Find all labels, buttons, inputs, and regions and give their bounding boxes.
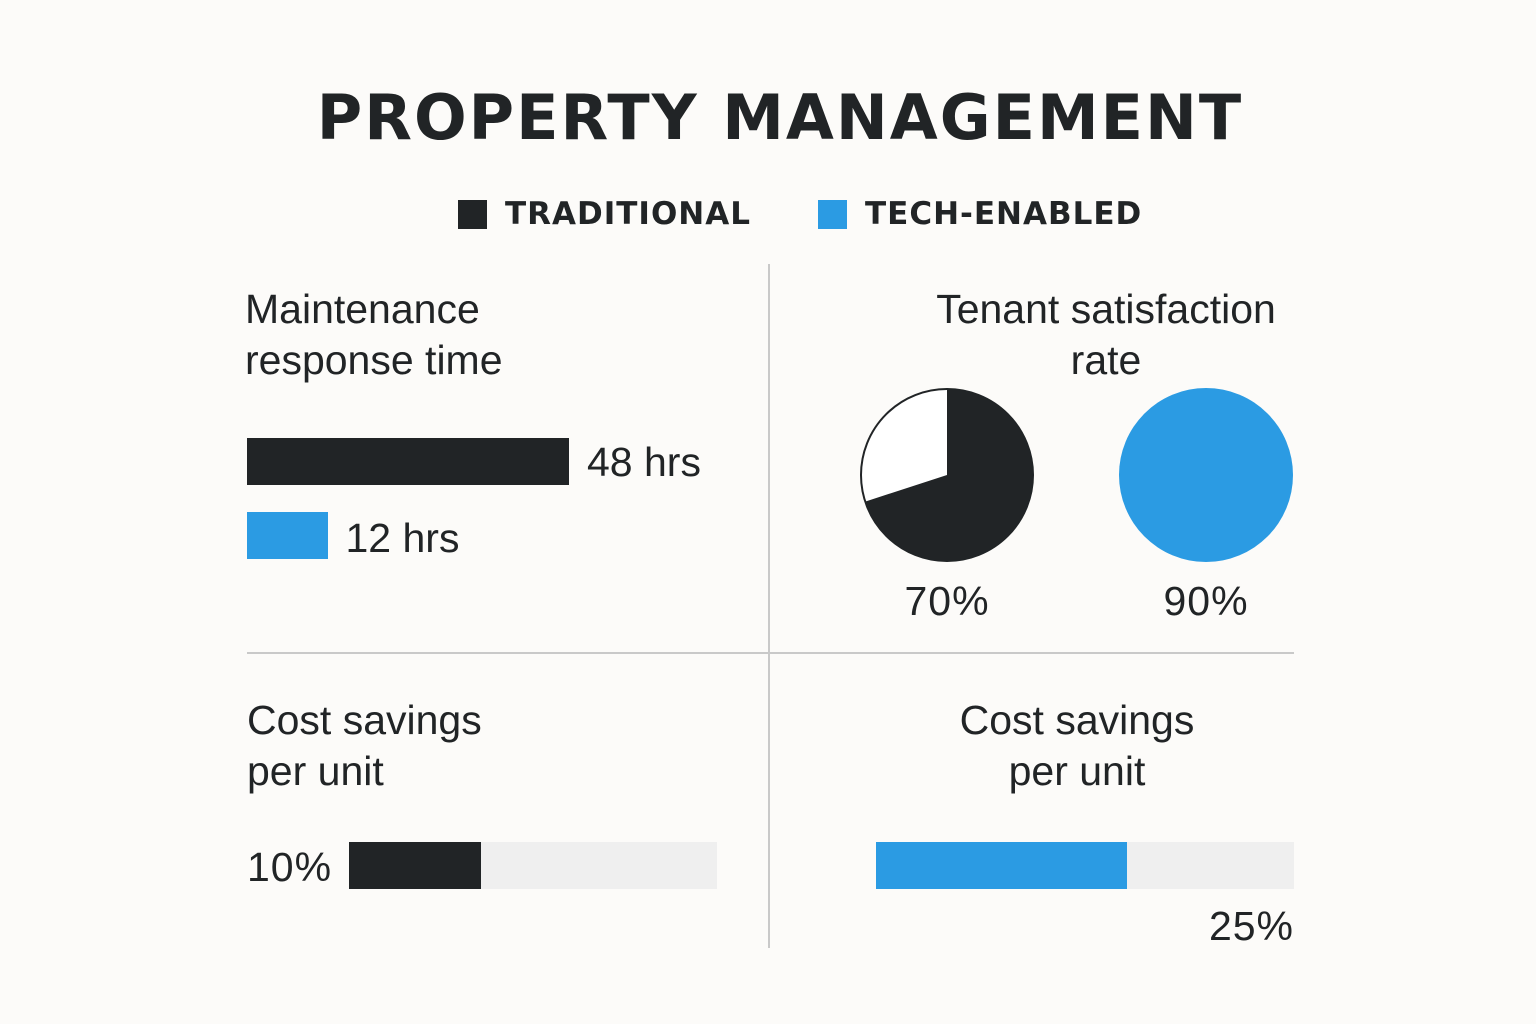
maintenance-title-line-1: Maintenance [245, 286, 480, 332]
maintenance-panel-title: Maintenance response time [245, 284, 503, 386]
cost-savings-track-traditional [349, 842, 717, 889]
cost-savings-traditional-title-line-1: Cost savings [247, 697, 482, 743]
chart-title: PROPERTY MANAGEMENT [316, 81, 1244, 154]
response-label-traditional: 48 hrs [587, 439, 701, 485]
cost-savings-traditional-title-line-2: per unit [247, 748, 384, 794]
response-bar-traditional [247, 438, 569, 485]
satisfaction-label-traditional: 70% [904, 578, 990, 624]
pie-slice-traditional [865, 389, 1033, 561]
satisfaction-title-line-2: rate [1070, 337, 1142, 383]
cost-savings-bar-tech-enabled [876, 842, 1127, 889]
satisfaction-label-tech-enabled: 90% [1163, 578, 1249, 624]
quadrant-divider-horizontal [247, 652, 1294, 654]
cost-savings-tech-title-line-1: Cost savings [959, 697, 1195, 743]
response-label-tech-enabled: 12 hrs [345, 515, 460, 561]
cost-savings-label-tech-enabled: 25% [1208, 903, 1294, 949]
cost-savings-bar-traditional [349, 842, 482, 889]
cost-savings-tech-title-line-2: per unit [1008, 748, 1146, 794]
legend-item-tech-enabled: TECH-ENABLED [818, 196, 1142, 232]
cost-savings-traditional-title: Cost savings per unit [247, 695, 482, 797]
satisfaction-pie-traditional [860, 388, 1034, 562]
legend-item-traditional: TRADITIONAL [458, 196, 751, 232]
response-bar-tech-enabled [247, 512, 328, 559]
satisfaction-pie-tech-enabled [1119, 388, 1293, 562]
cost-savings-tech-title: Cost savings per unit [900, 695, 1254, 797]
quadrant-divider-vertical [768, 264, 770, 948]
cost-savings-label-traditional: 10% [247, 844, 333, 890]
legend-label-traditional: TRADITIONAL [505, 196, 751, 232]
legend-swatch-tech-enabled [818, 199, 847, 229]
satisfaction-title-line-1: Tenant satisfaction [936, 286, 1276, 332]
pie-slice-tech-enabled [1119, 388, 1293, 562]
cost-savings-track-tech-enabled [876, 842, 1294, 889]
legend-swatch-traditional [458, 199, 487, 229]
satisfaction-panel-title: Tenant satisfaction rate [900, 284, 1312, 386]
maintenance-title-line-2: response time [245, 337, 503, 383]
legend-label-tech-enabled: TECH-ENABLED [865, 196, 1143, 232]
